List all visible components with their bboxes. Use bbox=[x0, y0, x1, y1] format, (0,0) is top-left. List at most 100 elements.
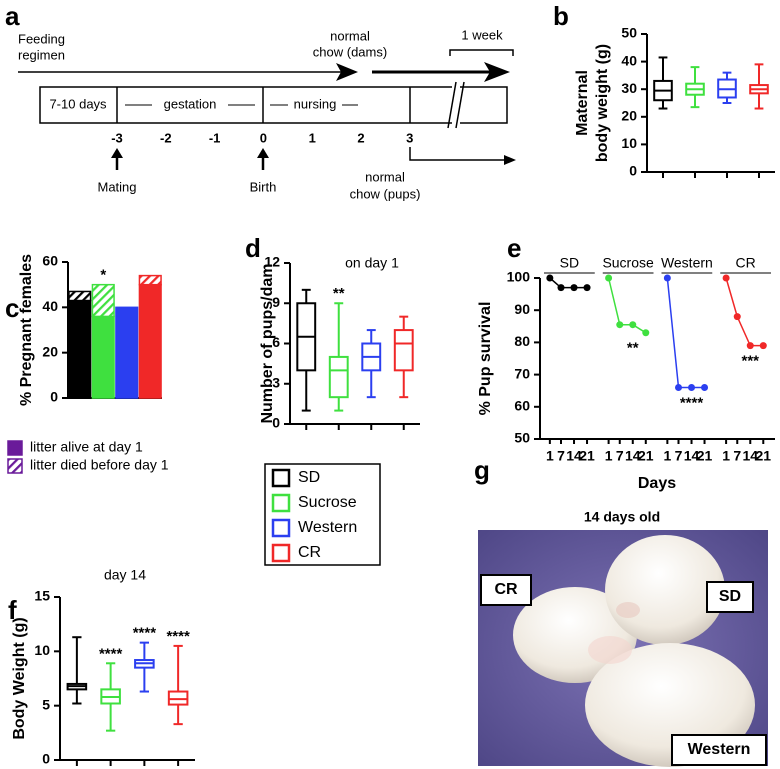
point bbox=[759, 342, 767, 350]
y-tick-label: 60 bbox=[514, 398, 530, 414]
x-tick-label: 14 bbox=[566, 448, 582, 464]
series-line bbox=[666, 277, 705, 389]
panel-letter: c bbox=[5, 293, 19, 323]
point bbox=[557, 284, 565, 292]
panel-header: Sucrose bbox=[602, 255, 654, 271]
panel-header: SD bbox=[560, 255, 579, 271]
point bbox=[605, 274, 613, 282]
arrow-head bbox=[336, 63, 358, 81]
arrow-head bbox=[257, 148, 269, 158]
panel-letter: g bbox=[474, 455, 490, 485]
x-tick-label: 21 bbox=[755, 448, 771, 464]
y-axis-label: % Pup survival bbox=[477, 302, 494, 416]
y-tick-label: 20 bbox=[621, 108, 637, 124]
label-box bbox=[706, 581, 754, 613]
y-tick-label: 90 bbox=[514, 301, 530, 317]
series-line bbox=[607, 277, 647, 334]
legend-label: SD bbox=[298, 469, 320, 486]
event-label: Birth bbox=[250, 179, 277, 194]
significance: **** bbox=[99, 645, 123, 662]
bar-segment bbox=[68, 299, 92, 399]
timeline-label: normal bbox=[365, 169, 405, 184]
label-box bbox=[671, 734, 767, 766]
y-tick-label: 15 bbox=[34, 588, 50, 604]
bar-segment bbox=[138, 274, 162, 286]
point bbox=[688, 383, 696, 391]
y-tick-label: 3 bbox=[272, 374, 280, 390]
y-tick-label: 10 bbox=[34, 642, 50, 658]
rat-nose bbox=[588, 636, 632, 664]
panel-header: Western bbox=[661, 255, 713, 271]
y-tick-label: 40 bbox=[42, 298, 58, 314]
y-tick-label: 40 bbox=[621, 52, 637, 68]
timeline-label: chow (dams) bbox=[313, 44, 387, 59]
y-tick-label: 0 bbox=[42, 751, 50, 767]
arrow-head bbox=[484, 62, 510, 82]
legend-swatch bbox=[271, 493, 291, 513]
break-gap bbox=[452, 84, 460, 126]
y-tick-label: 100 bbox=[507, 269, 531, 285]
x-tick-label: 7 bbox=[675, 448, 683, 464]
arrow-head bbox=[504, 155, 516, 165]
subtitle: day 14 bbox=[104, 567, 146, 583]
legend-label: CR bbox=[298, 544, 321, 561]
legend-swatch bbox=[7, 440, 23, 456]
x-tick-label: 21 bbox=[697, 448, 713, 464]
significance: **** bbox=[133, 625, 157, 642]
significance: * bbox=[100, 267, 106, 284]
timeline-label: normal bbox=[330, 28, 370, 43]
y-axis-label: Number of pups/dam bbox=[259, 263, 276, 423]
point bbox=[570, 284, 578, 292]
panel-letter: a bbox=[5, 1, 20, 31]
y-tick-label: 6 bbox=[272, 334, 280, 350]
x-tick-label: 1 bbox=[722, 448, 730, 464]
photo-label: CR bbox=[494, 581, 518, 598]
event-label: Mating bbox=[97, 179, 136, 194]
segment-label: gestation bbox=[164, 96, 217, 111]
y-axis-label: Maternal bbox=[574, 70, 591, 136]
y-tick-label: 70 bbox=[514, 365, 530, 381]
bar-segment bbox=[91, 315, 115, 399]
bar-segment bbox=[115, 306, 139, 399]
y-tick-label: 0 bbox=[629, 163, 637, 179]
legend-label: litter died before day 1 bbox=[30, 457, 169, 473]
point bbox=[663, 274, 671, 282]
x-tick-label: 1 bbox=[546, 448, 554, 464]
y-tick-label: 50 bbox=[514, 430, 530, 446]
point bbox=[701, 383, 709, 391]
day-label: -3 bbox=[111, 130, 123, 145]
y-axis-label: Body Weight (g) bbox=[11, 617, 28, 739]
day-label: 1 bbox=[309, 130, 316, 145]
point bbox=[616, 321, 624, 329]
day-label: 0 bbox=[260, 130, 267, 145]
photo-title: 14 days old bbox=[584, 509, 660, 525]
y-tick-label: 20 bbox=[42, 343, 58, 359]
x-tick-label: 14 bbox=[684, 448, 700, 464]
day-label: 2 bbox=[357, 130, 364, 145]
box bbox=[393, 329, 414, 372]
significance: ** bbox=[333, 285, 345, 302]
y-tick-label: 80 bbox=[514, 333, 530, 349]
significance: *** bbox=[742, 353, 760, 370]
legend-swatch bbox=[7, 458, 23, 474]
point bbox=[722, 274, 730, 282]
y-tick-label: 12 bbox=[264, 254, 280, 270]
label-box bbox=[480, 574, 532, 606]
rat bbox=[605, 535, 725, 645]
day-label: 3 bbox=[406, 130, 413, 145]
box bbox=[167, 690, 189, 706]
panel-header: CR bbox=[736, 255, 756, 271]
timeline-label: Feeding bbox=[18, 31, 65, 46]
rat-ear bbox=[616, 602, 640, 618]
day-label: -2 bbox=[160, 130, 172, 145]
x-tick-label: 21 bbox=[638, 448, 654, 464]
x-tick-label: 7 bbox=[557, 448, 565, 464]
point bbox=[583, 284, 591, 292]
break-mark bbox=[455, 81, 465, 129]
y-axis-label: % Pregnant females bbox=[18, 254, 35, 406]
photo-label: Western bbox=[688, 741, 751, 758]
arrow-head bbox=[111, 148, 123, 158]
x-tick-label: 7 bbox=[616, 448, 624, 464]
y-axis-label: body weight (g) bbox=[594, 44, 611, 162]
